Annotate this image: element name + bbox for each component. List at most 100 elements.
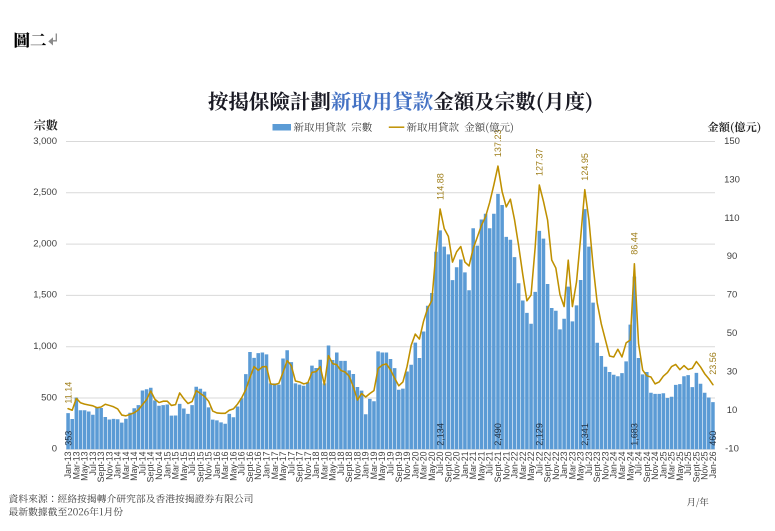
svg-text:2,000: 2,000 [33, 238, 57, 249]
svg-text:Jan-20: Jan-20 [410, 451, 420, 478]
svg-text:500: 500 [41, 392, 57, 403]
svg-text:Jan-26: Jan-26 [708, 451, 718, 478]
svg-text:May-18: May-18 [328, 451, 338, 480]
svg-text:Sept-16: Sept-16 [245, 451, 255, 482]
svg-text:Sept-20: Sept-20 [443, 451, 453, 482]
svg-text:Mar-16: Mar-16 [220, 451, 230, 479]
svg-text:Mar-22: Mar-22 [518, 451, 528, 479]
svg-text:Jan-24: Jan-24 [609, 451, 619, 478]
svg-text:May-19: May-19 [377, 451, 387, 480]
svg-text:86.44: 86.44 [630, 232, 640, 255]
svg-text:124.95: 124.95 [580, 153, 590, 181]
svg-text:Jan-21: Jan-21 [460, 451, 470, 478]
svg-text:Nov-18: Nov-18 [352, 451, 362, 479]
svg-text:Sept-17: Sept-17 [295, 451, 305, 482]
svg-text:Jan-14: Jan-14 [113, 451, 123, 478]
svg-text:Jul-17: Jul-17 [286, 451, 296, 475]
svg-text:Jan-15: Jan-15 [162, 451, 172, 478]
svg-text:Sept-13: Sept-13 [96, 451, 106, 482]
svg-text:2,129: 2,129 [535, 423, 545, 446]
svg-text:70: 70 [727, 290, 738, 301]
svg-text:1,000: 1,000 [33, 341, 57, 352]
svg-text:Jul-20: Jul-20 [435, 451, 445, 475]
svg-text:110: 110 [724, 213, 739, 224]
svg-text:2,490: 2,490 [493, 423, 503, 446]
svg-text:May-17: May-17 [278, 451, 288, 480]
svg-text:Jul-21: Jul-21 [485, 451, 495, 475]
svg-text:2,134: 2,134 [435, 423, 445, 446]
svg-text:3,000: 3,000 [33, 136, 57, 147]
svg-text:Sept-25: Sept-25 [691, 451, 701, 482]
svg-text:2,341: 2,341 [580, 423, 590, 446]
svg-text:Jul-19: Jul-19 [386, 451, 396, 475]
svg-text:Nov-25: Nov-25 [700, 451, 710, 479]
svg-text:May-23: May-23 [576, 451, 586, 480]
svg-text:137.23: 137.23 [493, 130, 503, 158]
svg-text:Nov-19: Nov-19 [402, 451, 412, 479]
svg-text:Nov-13: Nov-13 [104, 451, 114, 479]
svg-text:11.14: 11.14 [63, 382, 73, 404]
svg-text:1,500: 1,500 [33, 290, 57, 301]
svg-text:May-14: May-14 [129, 451, 139, 480]
svg-text:Jan-18: Jan-18 [311, 451, 321, 478]
svg-text:Nov-23: Nov-23 [600, 451, 610, 479]
svg-text:114.88: 114.88 [435, 173, 445, 200]
svg-text:30: 30 [727, 367, 738, 378]
svg-text:23.56: 23.56 [708, 352, 718, 375]
svg-text:Jul-16: Jul-16 [237, 451, 247, 475]
svg-text:Jan-13: Jan-13 [63, 451, 73, 478]
svg-text:Mar-15: Mar-15 [171, 451, 181, 479]
svg-text:Jan-25: Jan-25 [658, 451, 668, 478]
svg-text:Nov-16: Nov-16 [253, 451, 263, 479]
svg-text:Mar-14: Mar-14 [121, 451, 131, 479]
svg-text:Jul-25: Jul-25 [683, 451, 693, 475]
svg-text:Sept-21: Sept-21 [493, 451, 503, 482]
svg-text:Sept-22: Sept-22 [543, 451, 553, 482]
svg-text:Jan-19: Jan-19 [361, 451, 371, 478]
svg-text:Nov-21: Nov-21 [501, 451, 511, 479]
svg-text:Sept-14: Sept-14 [146, 451, 156, 482]
svg-text:Jul-15: Jul-15 [187, 451, 197, 475]
svg-text:Mar-25: Mar-25 [667, 451, 677, 479]
svg-text:Jan-17: Jan-17 [261, 451, 271, 478]
svg-text:May-21: May-21 [476, 451, 486, 480]
svg-text:-10: -10 [725, 444, 739, 455]
svg-text:Mar-21: Mar-21 [468, 451, 478, 479]
svg-text:Nov-17: Nov-17 [303, 451, 313, 479]
svg-text:Mar-24: Mar-24 [617, 451, 627, 479]
svg-text:Mar-19: Mar-19 [369, 451, 379, 479]
svg-text:10: 10 [727, 405, 738, 416]
svg-text:130: 130 [724, 174, 740, 185]
svg-text:Sept-18: Sept-18 [344, 451, 354, 482]
svg-text:May-15: May-15 [179, 451, 189, 480]
svg-text:May-22: May-22 [526, 451, 536, 480]
svg-text:460: 460 [708, 431, 718, 446]
svg-text:Sept-23: Sept-23 [592, 451, 602, 482]
svg-text:Nov-20: Nov-20 [452, 451, 462, 479]
svg-text:May-25: May-25 [675, 451, 685, 480]
svg-text:Sept-19: Sept-19 [394, 451, 404, 482]
svg-text:Mar-18: Mar-18 [319, 451, 329, 479]
svg-text:Jul-22: Jul-22 [534, 451, 544, 475]
svg-text:Jul-18: Jul-18 [336, 451, 346, 475]
svg-text:Mar-13: Mar-13 [71, 451, 81, 479]
svg-text:90: 90 [727, 251, 738, 262]
svg-text:Mar-17: Mar-17 [270, 451, 280, 479]
svg-text:Jul-14: Jul-14 [137, 451, 147, 475]
svg-text:0: 0 [52, 444, 57, 455]
svg-text:Sept-15: Sept-15 [195, 451, 205, 482]
svg-text:May-13: May-13 [80, 451, 90, 480]
svg-text:Sept-24: Sept-24 [642, 451, 652, 482]
svg-text:Nov-22: Nov-22 [551, 451, 561, 479]
svg-text:50: 50 [727, 328, 738, 339]
svg-text:Nov-15: Nov-15 [204, 451, 214, 479]
svg-text:Nov-24: Nov-24 [650, 451, 660, 479]
svg-text:Mar-20: Mar-20 [419, 451, 429, 479]
svg-text:May-16: May-16 [228, 451, 238, 480]
svg-text:Jan-16: Jan-16 [212, 451, 222, 478]
svg-text:127.37: 127.37 [535, 148, 545, 176]
svg-text:Jan-22: Jan-22 [510, 451, 520, 478]
svg-text:1,683: 1,683 [630, 423, 640, 446]
svg-text:May-20: May-20 [427, 451, 437, 480]
svg-text:May-24: May-24 [625, 451, 635, 480]
